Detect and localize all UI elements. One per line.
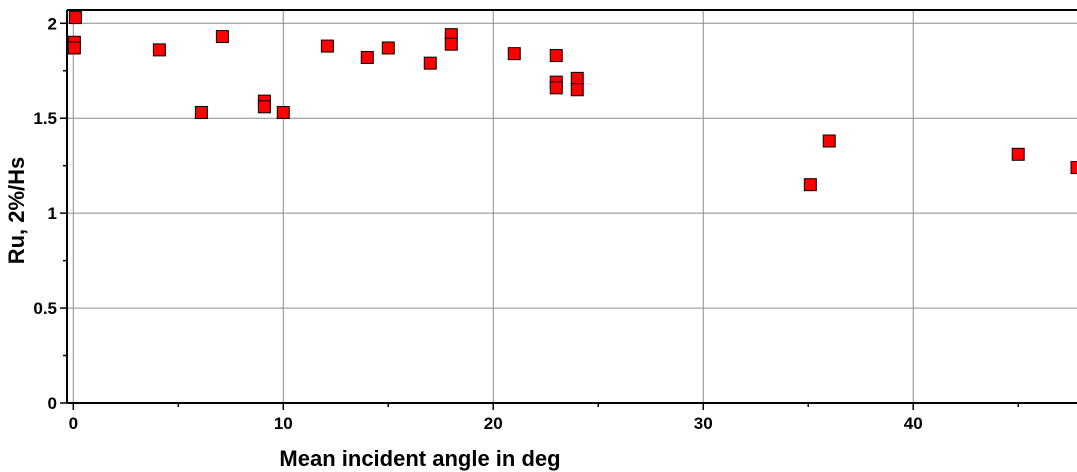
data-point	[360, 50, 374, 64]
data-point	[1011, 147, 1025, 161]
x-tick-label: 20	[484, 414, 503, 433]
data-point	[549, 49, 563, 63]
data-point	[803, 178, 817, 192]
data-point	[507, 47, 521, 61]
y-tick-label: 2	[48, 14, 57, 33]
axis-ticks: 0 10 20 30 40 0 0.5 1 1.5 2	[33, 14, 1019, 433]
y-tick-label: 0.5	[33, 299, 57, 318]
y-tick-label: 1	[48, 204, 57, 223]
x-axis-label: Mean incident angle in deg	[279, 446, 560, 471]
y-tick-label: 0	[48, 394, 57, 413]
x-tick-label: 40	[904, 414, 923, 433]
data-point	[276, 106, 290, 120]
data-point	[152, 43, 166, 57]
data-point	[822, 134, 836, 148]
data-point	[320, 39, 334, 53]
y-axis-label: Ru, 2%/Hs	[4, 157, 29, 265]
data-point	[1070, 161, 1077, 175]
grid	[67, 10, 1077, 404]
x-tick-label: 0	[69, 414, 78, 433]
plot-frame	[66, 9, 1077, 404]
data-point	[444, 37, 458, 51]
data-point	[68, 11, 82, 25]
data-point	[381, 41, 395, 55]
data-point	[257, 100, 271, 114]
data-point	[194, 106, 208, 120]
data-point	[570, 83, 584, 97]
data-point	[570, 71, 584, 85]
data-point	[215, 30, 229, 44]
data-points	[67, 11, 1077, 192]
x-tick-label: 10	[274, 414, 293, 433]
data-point	[67, 41, 81, 55]
data-point	[549, 81, 563, 95]
data-point	[423, 56, 437, 70]
x-tick-label: 30	[694, 414, 713, 433]
y-tick-label: 1.5	[33, 109, 57, 128]
